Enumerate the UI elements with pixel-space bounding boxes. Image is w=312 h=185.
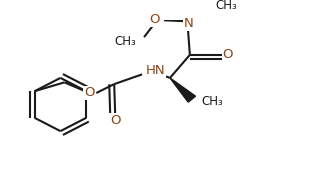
- Text: O: O: [84, 86, 95, 100]
- Text: CH₃: CH₃: [115, 35, 136, 48]
- Text: CH₃: CH₃: [202, 95, 224, 108]
- Text: CH₃: CH₃: [216, 0, 237, 12]
- Text: O: O: [149, 13, 160, 26]
- Text: O: O: [222, 48, 233, 61]
- Text: O: O: [110, 114, 120, 127]
- Text: HN: HN: [146, 64, 166, 77]
- Text: N: N: [184, 17, 194, 30]
- Polygon shape: [170, 78, 196, 102]
